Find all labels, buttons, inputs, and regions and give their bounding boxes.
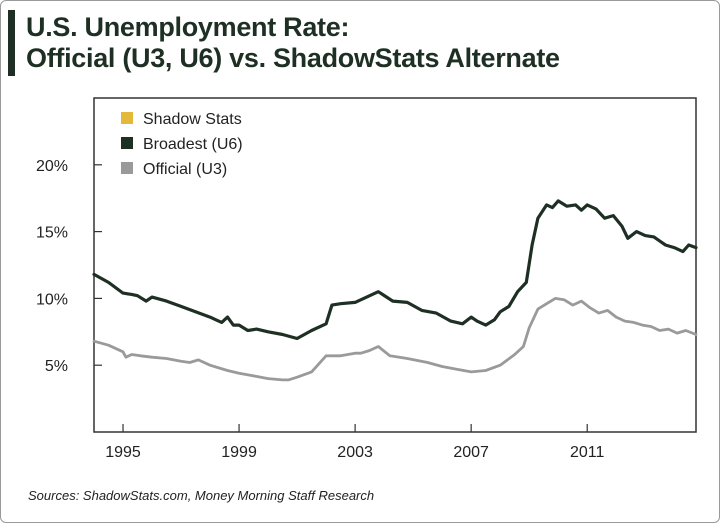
legend-label-official-u3: Official (U3) <box>143 161 227 178</box>
legend-swatch-broadest-u6 <box>121 137 133 149</box>
series-line-official-u3 <box>92 297 698 382</box>
series-line-broadest-u6 <box>92 199 698 341</box>
x-tick-label: 2011 <box>570 444 605 461</box>
legend-label-shadow-stats: Shadow Stats <box>143 111 242 128</box>
chart-title-line-1: U.S. Unemployment Rate: <box>26 12 350 42</box>
legend-swatch-shadow-stats <box>121 112 133 124</box>
legend-swatch-official-u3 <box>121 162 133 174</box>
y-tick-label: 20% <box>36 158 68 175</box>
chart-title: U.S. Unemployment Rate: Official (U3, U6… <box>26 12 560 74</box>
y-tick-label: 15% <box>36 225 68 242</box>
chart-title-line-2: Official (U3, U6) vs. ShadowStats Altern… <box>26 43 560 73</box>
x-tick-label: 1995 <box>105 444 141 461</box>
x-tick-label: 2007 <box>453 444 489 461</box>
plot-area <box>93 97 697 433</box>
y-tick-label: 10% <box>36 291 68 308</box>
x-tick-label: 2003 <box>337 444 373 461</box>
y-tick-label: 5% <box>45 358 68 375</box>
source-note: Sources: ShadowStats.com, Money Morning … <box>28 488 375 503</box>
x-tick-label: 1999 <box>221 444 257 461</box>
legend-label-broadest-u6: Broadest (U6) <box>143 136 243 153</box>
title-accent-bar <box>8 10 15 76</box>
